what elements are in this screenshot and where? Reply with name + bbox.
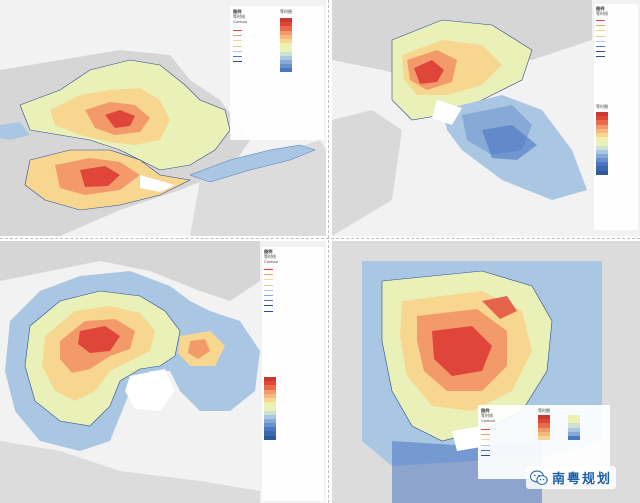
legend-heat-swatches	[538, 415, 580, 441]
legend-san-francisco: 图例 等时线 等时圈	[594, 4, 638, 230]
watermark-text: 南粤规划	[551, 471, 612, 486]
legend-heat-title: 等时圈	[596, 104, 608, 109]
legend-title: 图例	[264, 249, 273, 254]
legend-subtitle-en: Contour	[233, 19, 248, 25]
legend-subtitle: 等时线	[233, 14, 245, 20]
legend-contour-lines	[596, 18, 607, 60]
legend-subtitle: 等时线	[264, 254, 276, 260]
legend-title: 图例	[596, 6, 605, 11]
legend-subtitle-en: Contour	[264, 259, 279, 265]
map-san-francisco	[332, 0, 640, 236]
legend-title: 图例	[481, 408, 490, 413]
legend-title: 图例	[233, 9, 242, 14]
legend-heat-swatches	[596, 112, 608, 175]
legend-heat-title: 等时圈	[538, 408, 550, 413]
legend-heat-swatches	[264, 377, 276, 440]
legend-heat-swatches	[280, 18, 292, 73]
watermark: 南粤规划	[525, 466, 616, 489]
legend-new-york: 图例 等时线 Contour 等时圈	[230, 6, 324, 140]
legend-subtitle: 等时线	[481, 413, 493, 419]
map-panel-san-francisco: 图例 等时线 等时圈	[332, 0, 640, 236]
legend-tokyo: 图例 等时线 Contour	[262, 247, 324, 501]
legend-subtitle-en: Contour	[481, 418, 496, 424]
map-panel-greater-bay-area: 图例 等时线 Contour 等时圈	[332, 241, 640, 503]
map-panel-tokyo: 图例 等时线 Contour	[0, 241, 326, 503]
vertical-divider	[328, 0, 329, 503]
horizontal-divider	[0, 238, 640, 239]
legend-contour-lines	[264, 267, 275, 314]
legend-contour-lines	[233, 28, 244, 64]
legend-subtitle: 等时线	[596, 11, 608, 17]
legend-heat-title: 等时圈	[280, 9, 292, 14]
map-panel-new-york: 图例 等时线 Contour 等时圈	[0, 0, 326, 236]
wechat-icon	[529, 470, 548, 486]
legend-contour-lines	[481, 427, 492, 458]
